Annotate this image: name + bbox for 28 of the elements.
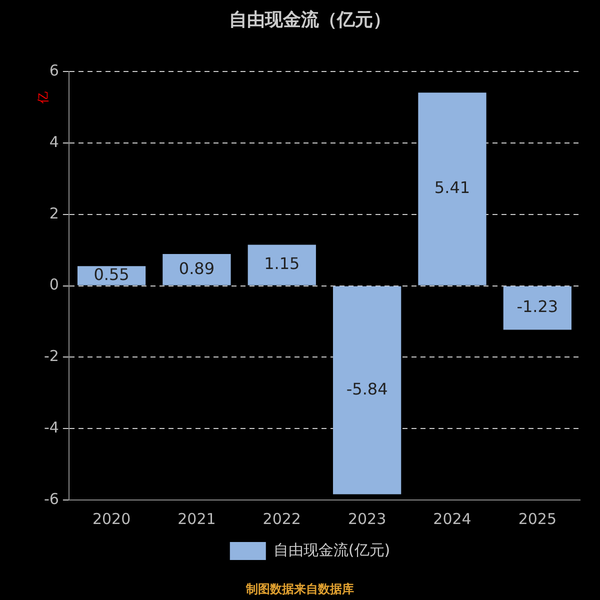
bar [248, 244, 316, 286]
y-tick-label: 4 [49, 132, 59, 151]
x-tick-label: 2021 [178, 510, 216, 528]
bar [162, 254, 231, 286]
data-label: 5.41 [434, 178, 470, 198]
y-tick-label: -2 [44, 347, 59, 366]
x-tick-label: 2024 [433, 510, 472, 528]
y-tick-label: 6 [49, 61, 59, 80]
data-label: 0.55 [94, 264, 130, 284]
x-tick-label: 2022 [262, 510, 301, 528]
x-tick-label: 2023 [348, 510, 386, 528]
y-tick-label: 2 [49, 204, 59, 222]
bar [332, 286, 402, 494]
x-tick-label: 2025 [518, 510, 557, 528]
data-label: 0.89 [178, 258, 215, 278]
data-label: 1.15 [264, 254, 300, 274]
y-tick-label: -4 [44, 418, 59, 436]
data-label: -5.84 [346, 379, 388, 398]
text: 制图数据来自数据库 [245, 582, 354, 596]
y-axis-title: 亿 [36, 92, 50, 105]
y-tick-label: -6 [44, 490, 59, 508]
chart-title: 自由现金流（亿元） [229, 9, 391, 30]
legend-label: 自由现金流(亿元) [273, 540, 390, 559]
y-tick-label: 0 [49, 276, 59, 294]
x-tick-label: 2020 [92, 510, 131, 528]
data-label: -1.23 [516, 297, 558, 316]
bar [503, 286, 572, 330]
bar [418, 92, 486, 286]
